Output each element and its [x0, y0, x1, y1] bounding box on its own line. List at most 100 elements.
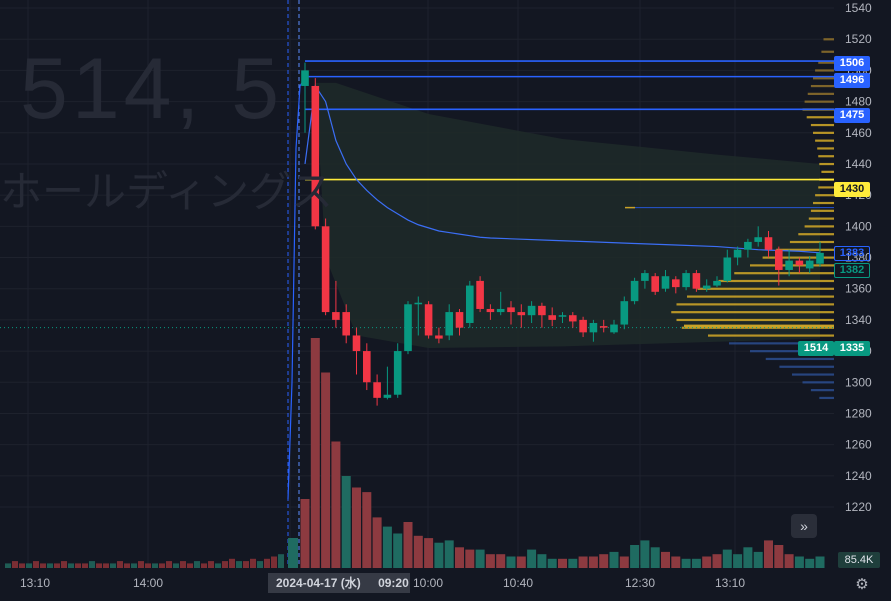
volume-bar: [310, 338, 320, 568]
price-tag-1382[interactable]: 1382: [834, 263, 870, 278]
volume-profile-bar: [765, 357, 834, 361]
volume-profile-bar: [729, 342, 834, 345]
y-tick-label: 1280: [845, 406, 872, 420]
volume-bar: [568, 558, 578, 568]
candle-body: [672, 279, 680, 288]
crosshair-time-label: 2024-04-17 (水) 09:20: [268, 573, 410, 593]
volume-bar: [702, 556, 712, 568]
volume-profile-bar: [676, 303, 834, 306]
volume-bar: [393, 533, 403, 568]
price-tag-1430[interactable]: 1430: [834, 182, 870, 197]
volume-bar: [382, 526, 392, 568]
candle-body: [301, 70, 309, 86]
candle-body: [424, 304, 433, 336]
candle-body: [476, 280, 484, 309]
x-tick-label: 10:00: [413, 576, 443, 590]
volume-bar: [547, 558, 557, 568]
scroll-to-realtime-button[interactable]: »: [791, 514, 817, 538]
candle-body: [620, 301, 629, 325]
price-tag-1496[interactable]: 1496: [834, 73, 870, 88]
volume-profile-bar: [821, 50, 834, 53]
price-tag-1383[interactable]: 1383: [834, 246, 870, 261]
y-tick-label: 1220: [845, 500, 872, 514]
candle-body: [352, 335, 361, 352]
settings-gear-icon[interactable]: ⚙: [855, 576, 869, 593]
premarket-volume-bar: [5, 563, 11, 568]
premarket-volume-bar: [54, 563, 60, 568]
premarket-volume-bar: [117, 561, 123, 568]
volume-profile-bar: [821, 170, 834, 173]
volume-bar: [527, 549, 537, 568]
volume-bar: [465, 549, 475, 568]
candle-body: [393, 351, 402, 395]
candle-body: [383, 394, 392, 398]
premarket-volume-bar: [152, 563, 158, 568]
volume-profile-bar: [676, 318, 834, 322]
volume-profile-bar: [671, 311, 834, 314]
volume-profile-bar: [813, 131, 834, 134]
y-tick-label: 1480: [845, 95, 872, 109]
y-tick-label: 1520: [845, 32, 872, 46]
premarket-volume-bar: [194, 561, 200, 568]
premarket-volume-bar: [82, 563, 88, 568]
premarket-volume-bar: [89, 561, 95, 568]
candle-body: [682, 273, 690, 288]
volume-profile-bar: [681, 326, 834, 329]
volume-bar: [640, 540, 650, 568]
candle-body: [445, 312, 453, 336]
price-tag-1475[interactable]: 1475: [834, 108, 870, 123]
volume-bar: [372, 517, 382, 568]
y-tick-label: 1340: [845, 313, 872, 327]
volume-profile-bar: [819, 162, 834, 166]
premarket-volume-bar: [61, 561, 67, 568]
x-tick-label: 14:00: [133, 576, 163, 590]
volume-bar: [341, 476, 351, 568]
premarket-volume-bar: [278, 554, 284, 568]
y-tick-label: 1540: [845, 1, 872, 15]
candle-body: [610, 324, 618, 333]
volume-bar: [661, 551, 670, 568]
premarket-volume-bar: [19, 563, 25, 568]
premarket-volume-bar: [257, 561, 263, 568]
x-tick-label: 12:30: [625, 576, 655, 590]
volume-bar: [784, 554, 794, 568]
volume-profile-bar: [813, 77, 834, 80]
candle-body: [332, 312, 340, 320]
candle-body: [816, 252, 824, 264]
price-tag-last[interactable]: 1335: [834, 341, 870, 356]
premarket-volume-bar: [250, 558, 256, 568]
volume-profile-bar: [815, 69, 834, 72]
volume-bar: [496, 554, 506, 568]
volume-profile-bar: [815, 194, 834, 197]
candle-body: [692, 273, 701, 289]
volume-profile-bar: [750, 350, 834, 353]
candle-body: [641, 273, 649, 281]
y-tick-label: 1380: [845, 251, 872, 265]
candle-body: [507, 307, 515, 313]
premarket-volume-bar: [222, 561, 228, 568]
premarket-volume-bar: [173, 563, 179, 568]
volume-bar: [578, 556, 588, 568]
volume-profile-bar: [810, 84, 834, 88]
volume-bar: [558, 558, 567, 568]
volume-bar: [722, 549, 732, 568]
candle-body: [404, 304, 412, 352]
premarket-volume-bar: [159, 563, 165, 568]
volume-bar: [743, 547, 753, 568]
premarket-volume-bar: [47, 563, 53, 568]
candle-body: [486, 308, 495, 313]
candle-body: [599, 326, 608, 328]
volume-profile-bar: [779, 365, 834, 368]
volume-profile-bar: [804, 225, 834, 228]
premarket-volume-bar: [201, 563, 207, 568]
premarket-volume-bar: [68, 563, 74, 568]
price-tag-1506[interactable]: 1506: [834, 56, 870, 71]
volume-profile-bar: [687, 295, 834, 298]
candle-body: [496, 308, 505, 313]
candle-body: [538, 305, 546, 316]
premarket-volume-bar: [96, 563, 102, 568]
volume-bar: [712, 554, 722, 568]
candle-body: [702, 285, 711, 289]
candle-body: [569, 315, 577, 322]
